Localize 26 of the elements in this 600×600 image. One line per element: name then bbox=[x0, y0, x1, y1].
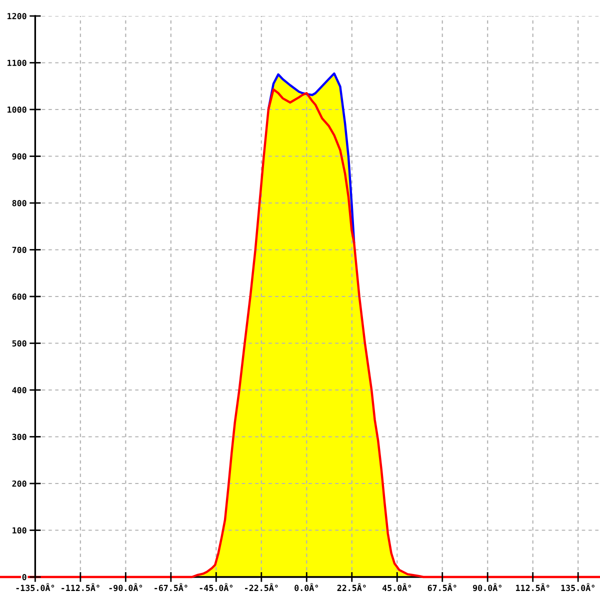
x-tick-label: 67.5Â° bbox=[428, 583, 456, 592]
y-tick-label: 1000 bbox=[8, 106, 26, 113]
y-tick-label: 700 bbox=[12, 246, 26, 254]
x-tick-label: -22.5Â° bbox=[245, 583, 278, 592]
x-tick-label: 135.0Â° bbox=[561, 583, 594, 592]
x-tick-label: -112.5Â° bbox=[62, 583, 100, 592]
y-tick-label: 100 bbox=[12, 527, 26, 534]
y-tick-label: 300 bbox=[12, 434, 26, 440]
y-tick-label: 600 bbox=[12, 293, 26, 300]
x-tick-label: -45.0Â° bbox=[200, 583, 233, 592]
x-tick-label: 22.5Â° bbox=[337, 583, 366, 592]
x-tick-label: 90.0Â° bbox=[473, 583, 502, 592]
x-tick-label: -67.5Â° bbox=[154, 583, 188, 592]
y-tick-label: 1200 bbox=[8, 12, 26, 20]
y-tick-label: 1100 bbox=[8, 60, 26, 66]
x-tick-label: 112.5Â° bbox=[516, 583, 550, 592]
x-tick-label: -90.0Â° bbox=[109, 583, 142, 592]
y-tick-label: 500 bbox=[12, 340, 26, 347]
y-tick-label: 400 bbox=[12, 386, 26, 394]
y-tick-label: 0 bbox=[22, 574, 26, 580]
x-tick-label: -135.0Â° bbox=[16, 583, 54, 592]
y-tick-label: 800 bbox=[12, 200, 26, 206]
y-tick-label: 900 bbox=[12, 153, 26, 160]
x-tick-label: 45.0Â° bbox=[382, 583, 412, 592]
x-tick-label: 0.0Â° bbox=[294, 583, 318, 592]
y-tick-label: 200 bbox=[12, 480, 26, 487]
